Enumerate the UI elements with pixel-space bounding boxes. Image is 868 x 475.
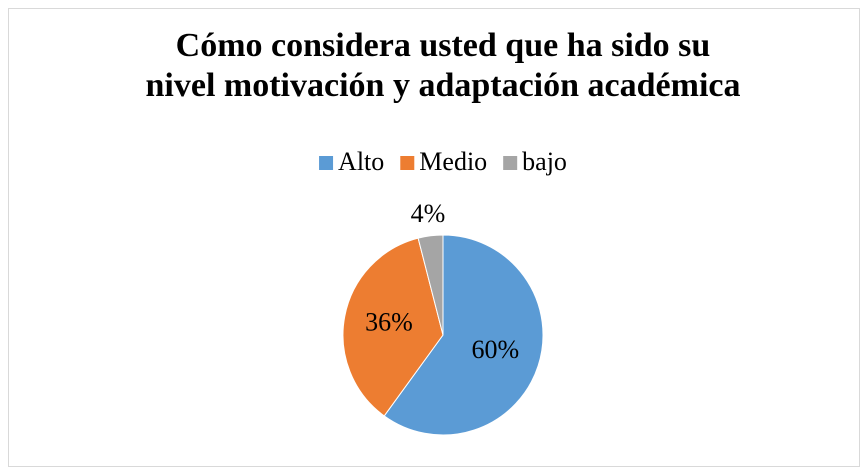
legend-swatch xyxy=(400,156,415,170)
data-label: 4% xyxy=(411,199,446,228)
pie-slice xyxy=(417,234,444,336)
legend-label: Medio xyxy=(419,147,487,176)
chart-title: Cómo considera usted que ha sido su xyxy=(176,27,711,64)
data-label: 36% xyxy=(365,308,413,337)
legend-swatch xyxy=(319,156,334,170)
pie-slice xyxy=(383,234,544,436)
pie-slice xyxy=(342,237,444,417)
legend-label: Alto xyxy=(338,147,384,176)
legend-swatch xyxy=(503,156,518,170)
chart-title: nivel motivación y adaptación académica xyxy=(146,67,741,104)
legend-label: bajo xyxy=(522,147,567,176)
data-label: 60% xyxy=(471,335,519,364)
